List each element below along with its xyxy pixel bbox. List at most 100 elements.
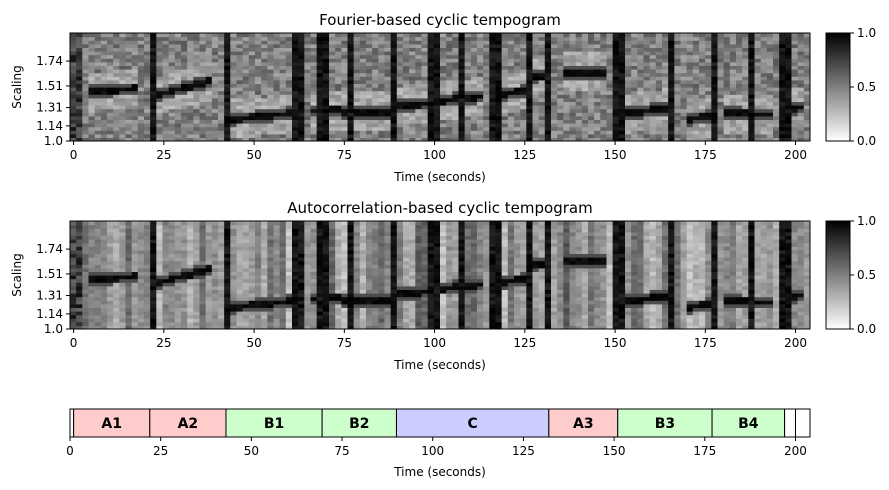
heatmap-cell — [625, 119, 632, 124]
heatmap-cell — [760, 119, 768, 124]
heatmap-cell — [144, 72, 151, 77]
heatmap-cell — [316, 285, 324, 290]
heatmap-cell — [255, 249, 262, 254]
heatmap-cell — [705, 105, 712, 110]
heatmap-cell — [261, 253, 268, 258]
heatmap-cell — [292, 133, 299, 138]
heatmap-cell — [779, 33, 786, 38]
heatmap-cell — [668, 36, 675, 41]
heatmap-cell — [495, 69, 503, 74]
heatmap-cell — [433, 51, 441, 56]
heatmap-cell — [82, 33, 90, 38]
heatmap-cell — [341, 311, 349, 316]
heatmap-cell — [717, 61, 725, 66]
heatmap-cell — [285, 293, 293, 298]
heatmap-cell — [211, 58, 219, 63]
heatmap-cell — [359, 119, 367, 124]
heatmap-cell — [187, 76, 194, 81]
heatmap-cell — [699, 133, 706, 138]
heatmap-cell — [329, 97, 336, 102]
heatmap-cell — [94, 94, 102, 99]
heatmap-cell — [298, 123, 305, 128]
heatmap-cell — [341, 325, 349, 329]
heatmap-cell — [415, 94, 423, 99]
heatmap-cell — [483, 94, 490, 99]
heatmap-cell — [218, 278, 225, 283]
heatmap-cell — [390, 76, 398, 81]
heatmap-cell — [390, 112, 398, 117]
heatmap-cell — [230, 296, 238, 301]
heatmap-cell — [742, 90, 749, 95]
heatmap-cell — [100, 83, 108, 88]
heatmap-cell — [298, 58, 305, 63]
heatmap-cell — [390, 123, 398, 128]
heatmap-cell — [224, 253, 231, 258]
heatmap-cell — [88, 221, 96, 226]
heatmap-cell — [100, 97, 108, 102]
heatmap-cell — [310, 97, 318, 102]
heatmap-cell — [588, 119, 595, 124]
heatmap-cell — [618, 94, 626, 99]
heatmap-cell — [409, 133, 416, 138]
heatmap-cell — [791, 108, 799, 113]
heatmap-cell — [88, 101, 96, 106]
heatmap-cell — [538, 54, 546, 59]
heatmap-cell — [236, 249, 244, 254]
heatmap-cell — [174, 257, 182, 262]
heatmap-cell — [378, 101, 386, 106]
heatmap-cell — [335, 325, 342, 329]
heatmap-cell — [341, 264, 349, 269]
heatmap-cell — [162, 296, 170, 301]
heatmap-cell — [162, 101, 170, 106]
heatmap-cell — [797, 83, 805, 88]
heatmap-cell — [723, 47, 731, 52]
heatmap-cell — [131, 278, 139, 283]
heatmap-cell — [162, 58, 170, 63]
heatmap-cell — [193, 264, 201, 269]
heatmap-cell — [347, 325, 355, 329]
heatmap-cell — [322, 115, 330, 120]
heatmap-cell — [279, 239, 287, 244]
heatmap-cell — [692, 115, 700, 120]
heatmap-cell — [137, 242, 145, 247]
heatmap-cell — [267, 123, 275, 128]
heatmap-cell — [766, 126, 774, 131]
heatmap-cell — [563, 33, 571, 38]
heatmap-cell — [359, 87, 367, 92]
heatmap-cell — [285, 137, 293, 141]
heatmap-cell — [94, 47, 102, 52]
heatmap-cell — [304, 239, 312, 244]
heatmap-cell — [618, 65, 626, 70]
heatmap-cell — [150, 257, 157, 262]
heatmap-cell — [760, 33, 768, 38]
heatmap-cell — [100, 61, 108, 66]
heatmap-cell — [680, 43, 688, 48]
heatmap-cell — [637, 133, 645, 138]
heatmap-cell — [372, 137, 379, 141]
heatmap-cell — [181, 275, 188, 280]
heatmap-cell — [242, 133, 250, 138]
heatmap-cell — [501, 90, 509, 95]
heatmap-cell — [113, 293, 120, 298]
heatmap-cell — [304, 112, 312, 117]
heatmap-cell — [298, 43, 305, 48]
heatmap-cell — [242, 51, 250, 56]
heatmap-cell — [70, 119, 77, 124]
heatmap-cell — [199, 47, 207, 52]
heatmap-cell — [618, 47, 626, 52]
heatmap-cell — [150, 278, 157, 283]
heatmap-cell — [298, 79, 305, 84]
heatmap-cell — [224, 321, 231, 326]
heatmap-cell — [366, 108, 373, 113]
heatmap-cell — [427, 58, 435, 63]
heatmap-cell — [680, 97, 688, 102]
heatmap-cell — [335, 303, 342, 308]
heatmap-cell — [686, 105, 694, 110]
heatmap-cell — [236, 123, 244, 128]
heatmap-cell — [267, 307, 275, 312]
heatmap-cell — [236, 40, 244, 45]
heatmap-cell — [760, 137, 768, 141]
heatmap-cell — [181, 271, 188, 276]
heatmap-cell — [125, 235, 133, 240]
heatmap-cell — [205, 65, 213, 70]
